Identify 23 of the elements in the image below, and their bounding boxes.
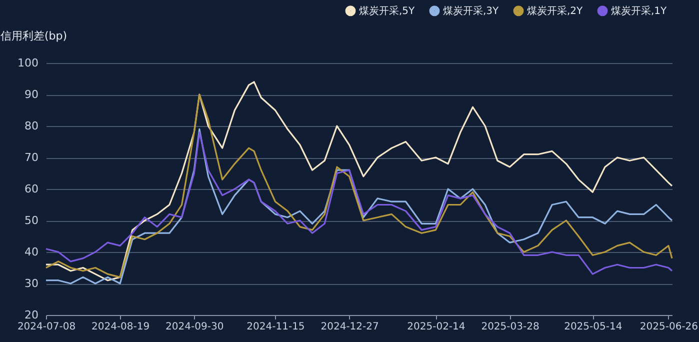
legend-label: 煤炭开采,3Y — [443, 4, 500, 17]
y-tick-label: 50 — [24, 214, 38, 227]
x-tick-label: 2024-09-30 — [166, 322, 224, 332]
x-tick-label: 2024-11-15 — [246, 322, 305, 332]
x-tick-label: 2024-12-27 — [320, 322, 379, 332]
y-tick-label: 40 — [24, 246, 38, 258]
x-tick-label: 2024-08-19 — [92, 322, 150, 332]
y-tick-label: 20 — [24, 308, 38, 322]
legend-label: 煤炭开采,5Y — [359, 4, 416, 17]
x-tick-label: 2024-07-08 — [17, 322, 76, 332]
y-tick-label: 80 — [24, 120, 38, 132]
y-tick-label: 90 — [24, 88, 38, 101]
y-tick-label: 70 — [24, 151, 38, 164]
legend-label: 煤炭开采,2Y — [527, 4, 584, 17]
y-tick-label: 30 — [24, 277, 38, 290]
x-tick-label: 2025-02-14 — [407, 322, 466, 332]
x-tick-label: 2025-06-26 — [640, 322, 698, 332]
legend-label: 煤炭开采,1Y — [611, 4, 668, 17]
y-tick-label: 100 — [18, 56, 38, 70]
y-tick-label: 60 — [24, 182, 38, 196]
x-tick-label: 2025-03-28 — [481, 322, 540, 332]
x-tick-label: 2025-05-14 — [564, 322, 622, 332]
y-axis-title: 信用利差(bp) — [0, 30, 68, 42]
